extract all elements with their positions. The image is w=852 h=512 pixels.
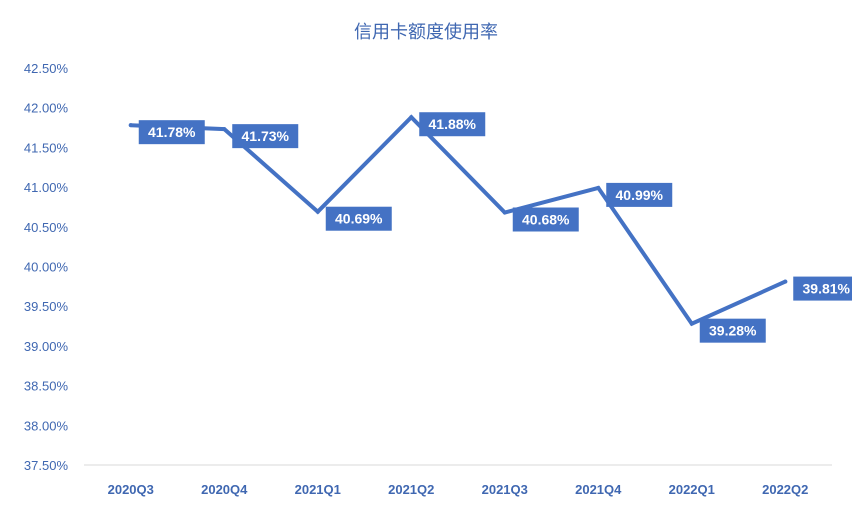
chart-title: 信用卡额度使用率 xyxy=(354,22,498,42)
data-label: 40.68% xyxy=(512,207,579,232)
data-label: 40.99% xyxy=(606,182,673,207)
data-label-box xyxy=(512,207,579,232)
data-point xyxy=(783,279,788,284)
x-tick-label: 2020Q4 xyxy=(201,482,248,497)
x-tick-label: 2022Q1 xyxy=(669,482,715,497)
data-point xyxy=(596,185,601,190)
data-point xyxy=(128,123,133,128)
y-tick-label: 39.00% xyxy=(24,339,69,354)
data-label-text: 41.88% xyxy=(429,116,477,132)
data-label-text: 39.28% xyxy=(709,323,757,339)
y-tick-label: 42.50% xyxy=(24,61,69,76)
y-tick-label: 38.00% xyxy=(24,418,69,433)
y-tick-label: 40.00% xyxy=(24,260,69,275)
data-label-box xyxy=(232,124,299,149)
x-tick-label: 2021Q2 xyxy=(388,482,434,497)
data-label-text: 39.81% xyxy=(803,281,851,297)
data-label-box xyxy=(419,112,486,137)
data-label-text: 40.99% xyxy=(616,187,664,203)
data-point xyxy=(222,127,227,132)
data-label-text: 41.78% xyxy=(148,124,196,140)
data-label-box xyxy=(699,318,766,343)
y-tick-label: 37.50% xyxy=(24,458,69,473)
x-tick-label: 2020Q3 xyxy=(108,482,154,497)
y-tick-label: 39.50% xyxy=(24,299,69,314)
series-line xyxy=(128,114,788,327)
data-label-box xyxy=(325,206,392,231)
data-point xyxy=(689,321,694,326)
data-label: 40.69% xyxy=(325,206,392,231)
data-label-box xyxy=(606,182,673,207)
y-tick-label: 38.50% xyxy=(24,379,69,394)
data-label-text: 40.69% xyxy=(335,211,383,227)
y-tick-label: 42.00% xyxy=(24,101,69,116)
x-tick-label: 2022Q2 xyxy=(762,482,808,497)
x-tick-label: 2021Q3 xyxy=(482,482,528,497)
y-tick-label: 40.50% xyxy=(24,220,69,235)
x-axis: 2020Q3 2020Q4 2021Q1 2021Q2 2021Q3 2021Q4 2022… xyxy=(108,482,809,497)
y-axis: 37.50% 38.00% 38.50% 39.00% 39.50% 40.00% 40.5… xyxy=(24,61,69,473)
y-tick-label: 41.50% xyxy=(24,140,69,155)
data-label: 41.73% xyxy=(232,124,299,149)
data-point xyxy=(409,115,414,120)
x-tick-label: 2021Q4 xyxy=(575,482,622,497)
data-label-box xyxy=(793,276,852,301)
data-point xyxy=(502,210,507,215)
data-label: 41.78% xyxy=(138,120,205,145)
data-labels: 41.78% 41.73% 40.69% 41.88% 40.68% 40.99% 39.2… xyxy=(138,112,852,343)
y-tick-label: 41.00% xyxy=(24,180,69,195)
x-tick-label: 2021Q1 xyxy=(295,482,341,497)
data-point xyxy=(315,209,320,214)
data-label: 41.88% xyxy=(419,112,486,137)
data-label: 39.81% xyxy=(793,276,852,301)
series-group xyxy=(128,114,788,327)
data-label-text: 41.73% xyxy=(242,128,290,144)
data-label: 39.28% xyxy=(699,318,766,343)
data-label-box xyxy=(138,120,205,145)
data-label-text: 40.68% xyxy=(522,212,570,228)
